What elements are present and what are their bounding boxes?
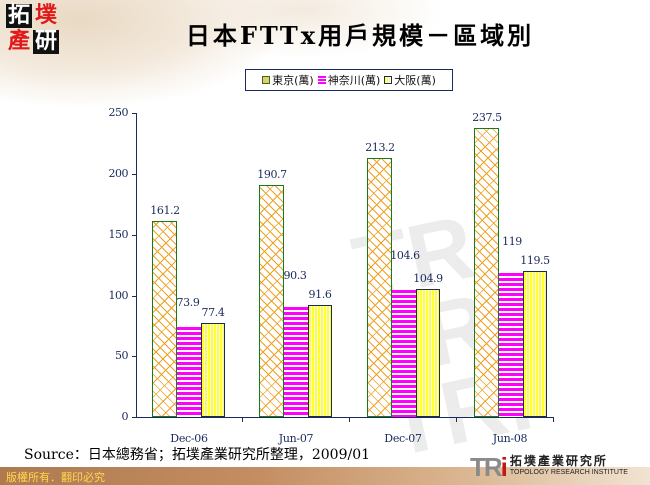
chart-legend: 東京(萬) 神奈川(萬) 大阪(萬) <box>245 69 453 91</box>
value-label: 119.5 <box>520 254 550 267</box>
y-tick <box>132 296 136 297</box>
value-label: 161.2 <box>150 204 180 217</box>
legend-item-osaka: 大阪(萬) <box>384 72 436 88</box>
bar-osaka <box>523 271 547 417</box>
tri-logo-mark: TRi <box>470 452 508 482</box>
value-label: 104.9 <box>413 272 443 285</box>
y-tick <box>132 174 136 175</box>
tri-logo-i: i <box>500 452 508 482</box>
y-tick <box>132 235 136 236</box>
y-tick-label: 150 <box>108 228 129 241</box>
footer-bar <box>0 467 650 485</box>
x-tick-label: Jun-08 <box>492 432 528 445</box>
bar-tokyo <box>152 221 177 417</box>
bar-kanagawa <box>392 290 416 417</box>
value-label: 91.6 <box>308 288 332 301</box>
legend-swatch-osaka <box>384 76 393 84</box>
value-label: 190.7 <box>257 168 287 181</box>
logo-char: 拓 <box>6 3 32 28</box>
legend-item-kanagawa: 神奈川(萬) <box>317 72 381 88</box>
org-name-cn: 拓墣產業研究所 <box>509 454 608 468</box>
bar-tokyo <box>259 185 284 417</box>
legend-swatch-kanagawa <box>317 76 326 84</box>
bar-tokyo <box>474 128 499 417</box>
y-axis <box>136 113 137 418</box>
x-axis <box>136 417 554 418</box>
bar-osaka <box>416 289 440 417</box>
y-tick-label: 250 <box>108 106 129 119</box>
value-label: 237.5 <box>472 111 502 124</box>
x-tick-label: Dec-07 <box>384 432 422 445</box>
legend-label: 東京(萬) <box>272 74 314 87</box>
x-tick <box>349 417 350 422</box>
logo-char: 墣 <box>34 3 57 28</box>
bar-kanagawa <box>177 327 201 417</box>
x-tick <box>242 417 243 422</box>
legend-label: 神奈川(萬) <box>327 74 381 87</box>
bar-kanagawa <box>284 307 308 417</box>
logo-char: 產 <box>7 29 30 54</box>
tri-logo-text: 拓墣產業研究所 TOPOLOGY RESEARCH INSTITUTE <box>510 455 628 479</box>
value-label: 119 <box>502 235 522 248</box>
legend-label: 大阪(萬) <box>394 74 436 87</box>
y-tick <box>132 417 136 418</box>
copyright-notice: 版權所有．翻印必究 <box>6 471 105 484</box>
x-tick-label: Jun-07 <box>278 432 314 445</box>
x-tick <box>456 417 457 422</box>
chart-title: 日本FTTx用戶規模－區域別 <box>185 21 535 50</box>
x-tick <box>553 417 554 422</box>
bar-tokyo <box>367 158 392 417</box>
bar-osaka <box>308 305 332 417</box>
value-label: 73.9 <box>176 296 200 309</box>
y-tick <box>132 113 136 114</box>
y-tick-label: 50 <box>115 349 129 362</box>
legend-item-tokyo: 東京(萬) <box>262 72 314 88</box>
source-note: Source：日本總務省；拓墣產業研究所整理，2009/01 <box>24 447 371 463</box>
tri-logo-tr: TR <box>470 452 503 482</box>
org-name-en: TOPOLOGY RESEARCH INSTITUTE <box>509 469 628 476</box>
bar-kanagawa <box>499 273 523 417</box>
logo-char: 研 <box>33 29 59 54</box>
value-label: 213.2 <box>365 141 395 154</box>
value-label: 77.4 <box>201 306 225 319</box>
x-tick-label: Dec-06 <box>170 432 208 445</box>
brand-logo: 拓 墣 產 研 <box>6 4 62 56</box>
bar-osaka <box>201 323 225 417</box>
y-tick-label: 0 <box>121 410 129 423</box>
tri-logo: TRi 拓墣產業研究所 TOPOLOGY RESEARCH INSTITUTE <box>470 452 628 482</box>
value-label: 104.6 <box>390 249 420 262</box>
y-tick <box>132 356 136 357</box>
legend-swatch-tokyo <box>262 76 271 84</box>
y-tick-label: 100 <box>108 289 129 302</box>
y-tick-label: 200 <box>108 167 129 180</box>
value-label: 90.3 <box>283 269 307 282</box>
